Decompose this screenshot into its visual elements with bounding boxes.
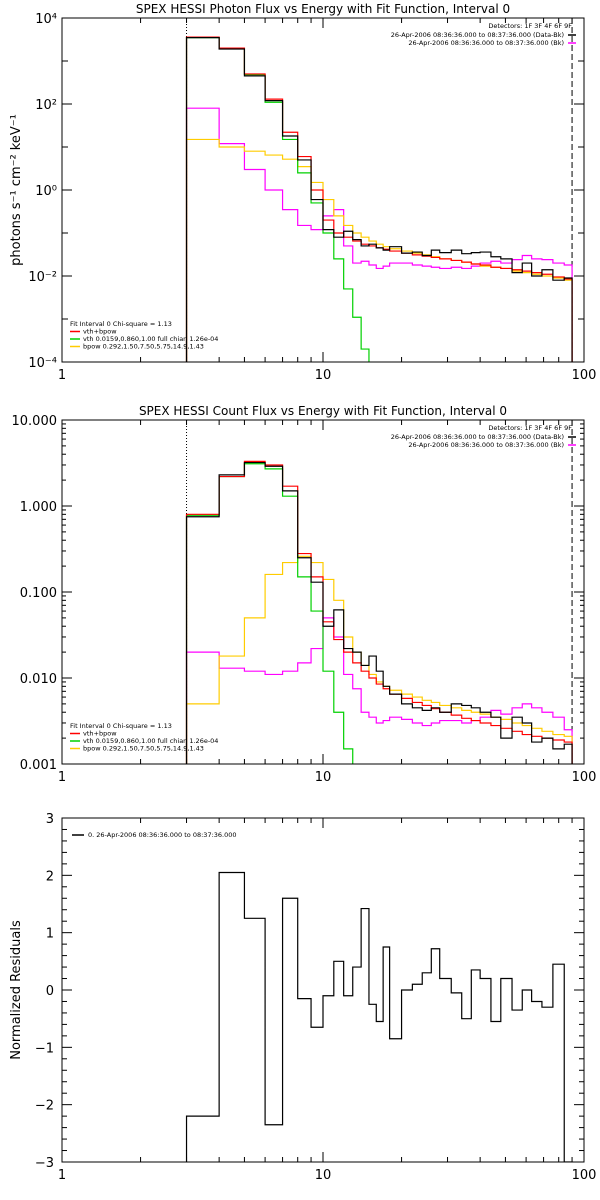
x-tick-label: 10 (315, 368, 332, 383)
y-tick-label: 1 (46, 927, 54, 942)
y-tick-label: 10⁴ (35, 12, 57, 27)
series-group (185, 36, 573, 362)
panel-1: SPEX HESSI Photon Flux vs Energy with Fi… (9, 2, 596, 383)
series-group (185, 871, 573, 1162)
plot-frame (61, 817, 585, 1163)
bk-interval-label: 26-Apr-2006 08:36:36.000 to 08:37:36.000… (408, 39, 564, 47)
detectors-label: Detectors: 1F 3F 4F 6F 9F (488, 424, 572, 432)
y-tick-label: 0.100 (20, 586, 57, 601)
chi-square-label: Fit Interval 0 Chi-square = 1.13 (70, 320, 172, 328)
legend-label-total: vth+bpow (83, 730, 117, 738)
bk-interval-label: 26-Apr-2006 08:36:36.000 to 08:37:36.000… (408, 441, 564, 449)
series-group (185, 460, 573, 764)
y-tick-label: 0 (46, 984, 54, 999)
series-data (185, 461, 573, 764)
x-tick-label: 100 (572, 368, 597, 383)
y-tick-label: 10⁻⁴ (28, 356, 57, 371)
x-tick-label: 1 (58, 1168, 66, 1183)
x-tick-label: 100 (572, 1168, 597, 1183)
x-tick-label: 10 (315, 1168, 332, 1183)
y-tick-label: 10² (35, 98, 57, 113)
legend-label-bpow: bpow 0.292,1.50,7.50,5.75,14.9,1.43 (83, 343, 204, 351)
detectors-label: Detectors: 1F 3F 4F 6F 9F (488, 22, 572, 30)
data-interval-label: 26-Apr-2006 08:36:36.000 to 08:37:36.000… (391, 31, 564, 39)
legend-label-vth: vth 0.0159,0.860,1.00 full chian 1.26e-0… (83, 335, 218, 343)
y-tick-label: 2 (46, 869, 54, 884)
legend-label-bpow: bpow 0.292,1.50,7.50,5.75,14.9,1.43 (83, 745, 204, 753)
panel-3: Normalized Residuals 1 10 100 −3 −2 −1 0 1 2 3 0. 2… (9, 812, 596, 1183)
series-total (185, 460, 573, 764)
plot-frame (61, 17, 585, 363)
plot-frame (61, 419, 585, 765)
y-tick-label: −3 (35, 1156, 54, 1171)
x-tick-label: 1 (58, 770, 66, 785)
series-vth (185, 37, 370, 362)
series-bpow (185, 138, 573, 362)
panel-2: SPEX HESSI Count Flux vs Energy with Fit… (12, 404, 597, 785)
legend-label-vth: vth 0.0159,0.860,1.00 full chian 1.26e-0… (83, 737, 218, 745)
x-tick-label: 10 (315, 770, 332, 785)
x-tick-label: 100 (572, 770, 597, 785)
x-ticks (61, 818, 585, 1162)
y-tick-label: −2 (35, 1099, 54, 1114)
y-axis-label: photons s⁻¹ cm⁻² keV⁻¹ (9, 114, 24, 266)
chi-square-label: Fit Interval 0 Chi-square = 1.13 (70, 722, 172, 730)
series-data (185, 871, 573, 1162)
chart-title: SPEX HESSI Photon Flux vs Energy with Fi… (136, 2, 510, 16)
y-tick-label: 0.001 (20, 758, 57, 773)
y-tick-label: 0.010 (20, 672, 57, 687)
y-tick-label: 10⁰ (35, 184, 57, 199)
y-tick-label: 10⁻² (28, 270, 57, 285)
y-tick-label: −1 (35, 1041, 54, 1056)
series-bpow (185, 555, 573, 764)
y-tick-label: 3 (46, 812, 54, 827)
y-ticks (62, 817, 584, 1163)
y-tick-label: 1.000 (20, 500, 57, 515)
series-bkg (185, 617, 573, 764)
series-bkg (185, 107, 573, 362)
series-total (185, 36, 573, 362)
legend-label-total: vth+bpow (83, 328, 117, 336)
chart-title: SPEX HESSI Count Flux vs Energy with Fit… (139, 404, 507, 418)
residual-legend-label: 0. 26-Apr-2006 08:36:36.000 to 08:37:36.… (88, 831, 237, 839)
y-tick-label: 10.000 (12, 414, 58, 429)
y-axis-label: Normalized Residuals (9, 920, 24, 1060)
x-tick-label: 1 (58, 368, 66, 383)
series-data (185, 37, 573, 362)
data-interval-label: 26-Apr-2006 08:36:36.000 to 08:37:36.000… (391, 433, 564, 441)
